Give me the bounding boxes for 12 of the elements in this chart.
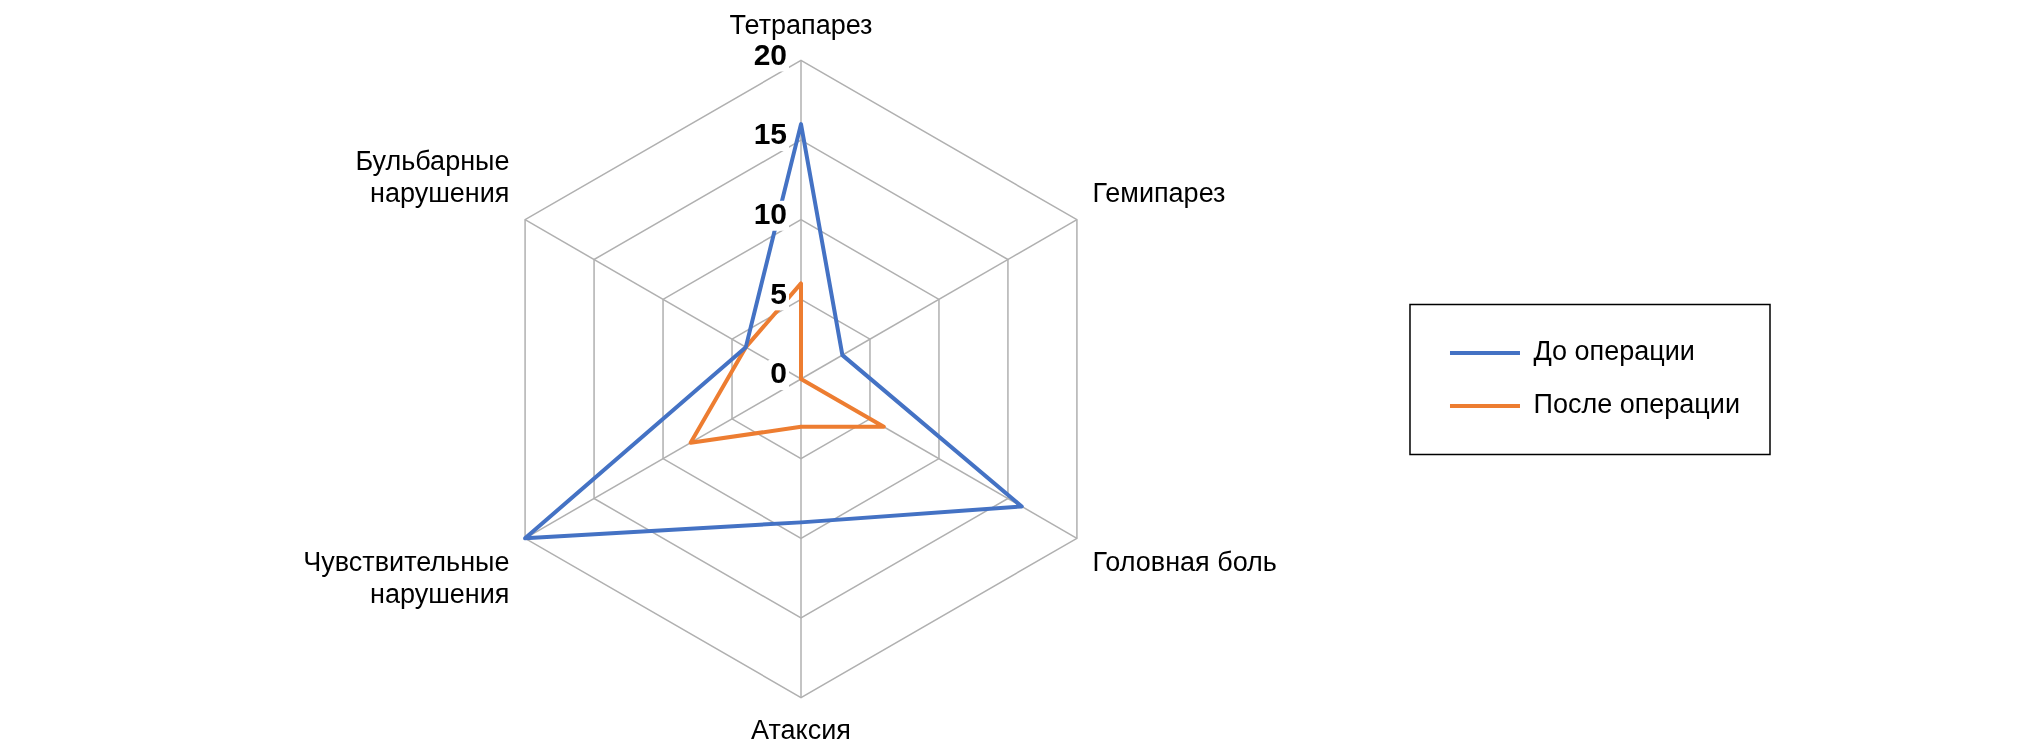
spoke-label: Головная боль: [1092, 546, 1277, 577]
legend-label: После операции: [1533, 389, 1741, 420]
y-tick-label: 0: [770, 356, 787, 390]
spoke-label: Чувствительные нарушения: [303, 546, 510, 610]
spoke-label: Гемипарез: [1092, 177, 1226, 208]
spoke-label: Атаксия: [751, 715, 851, 746]
spoke-label: Бульбарные нарушения: [355, 145, 510, 208]
spoke-label: Тетрапарез: [729, 9, 873, 40]
y-tick-label: 15: [753, 117, 787, 151]
legend-label: До операции: [1533, 336, 1695, 367]
y-tick-label: 10: [753, 196, 787, 230]
y-tick-label: 5: [770, 276, 787, 310]
